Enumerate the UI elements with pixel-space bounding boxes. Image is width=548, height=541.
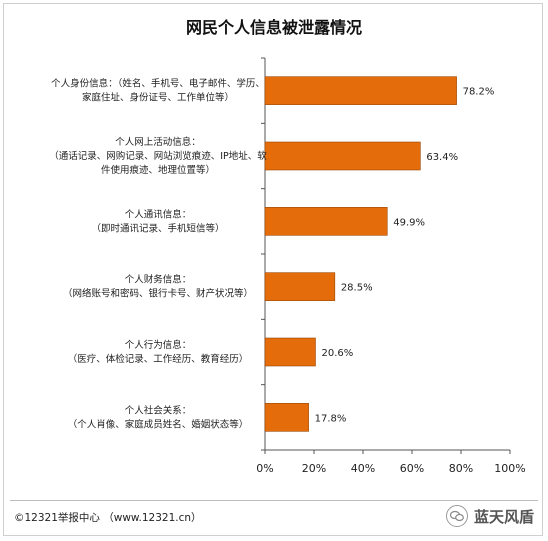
category-label: （个人肖像、家庭成员姓名、婚姻状态等）	[68, 418, 249, 430]
category-label: 个人通讯信息：	[125, 208, 192, 220]
category-label: （即时通讯记录、手机短信等）	[91, 222, 224, 234]
value-label: 17.8%	[315, 413, 347, 424]
category-label: 个人网上活动信息：	[115, 136, 201, 148]
bar	[264, 337, 316, 367]
category-label: 个人社会关系：	[125, 404, 192, 416]
value-label: 20.6%	[321, 348, 353, 359]
source-text: ©12321举报中心 （www.12321.cn）	[14, 512, 202, 524]
footer-divider	[10, 500, 538, 501]
category-label: 家庭住址、身份证号、工作单位等）	[82, 92, 234, 104]
x-tick-label: 60%	[400, 462, 424, 475]
x-tick-label: 40%	[351, 462, 375, 475]
value-label: 78.2%	[463, 87, 495, 98]
x-tick-label: 20%	[302, 462, 326, 475]
category-label: 个人身份信息：（姓名、手机号、电子邮件、学历、	[51, 78, 265, 90]
bar	[264, 403, 309, 432]
category-label: （医疗、体检记录、工作经历、教育经历）	[68, 353, 249, 365]
value-label: 49.9%	[393, 217, 425, 228]
bar	[264, 207, 388, 236]
category-label: （通话记录、网购记录、网站浏览痕迹、IP地址、软	[49, 150, 267, 162]
x-tick-label: 0%	[256, 462, 273, 475]
chat-bubbles-icon	[445, 505, 468, 527]
value-label: 63.4%	[426, 152, 458, 163]
category-label: 件使用痕迹、地理位置等）	[101, 164, 215, 176]
watermark-text: 蓝天风盾	[473, 507, 534, 526]
category-label: 个人行为信息：	[125, 339, 192, 351]
chart-title: 网民个人信息被泄露情况	[185, 18, 362, 37]
category-label: （网络账号和密码、银行卡号、财产状况等）	[63, 288, 253, 300]
x-tick-label: 100%	[494, 462, 525, 475]
value-label: 28.5%	[341, 283, 373, 294]
bar	[264, 76, 457, 105]
x-tick-label: 80%	[449, 462, 473, 475]
bar	[264, 272, 336, 301]
watermark: 蓝天风盾	[445, 505, 534, 527]
bar-chart: 0% 20% 40% 60% 80% 100% 78.2% 个人身份信息：（姓名、手机号、电子…	[49, 57, 526, 475]
bar	[264, 141, 421, 171]
category-label: 个人财务信息：	[125, 274, 192, 286]
